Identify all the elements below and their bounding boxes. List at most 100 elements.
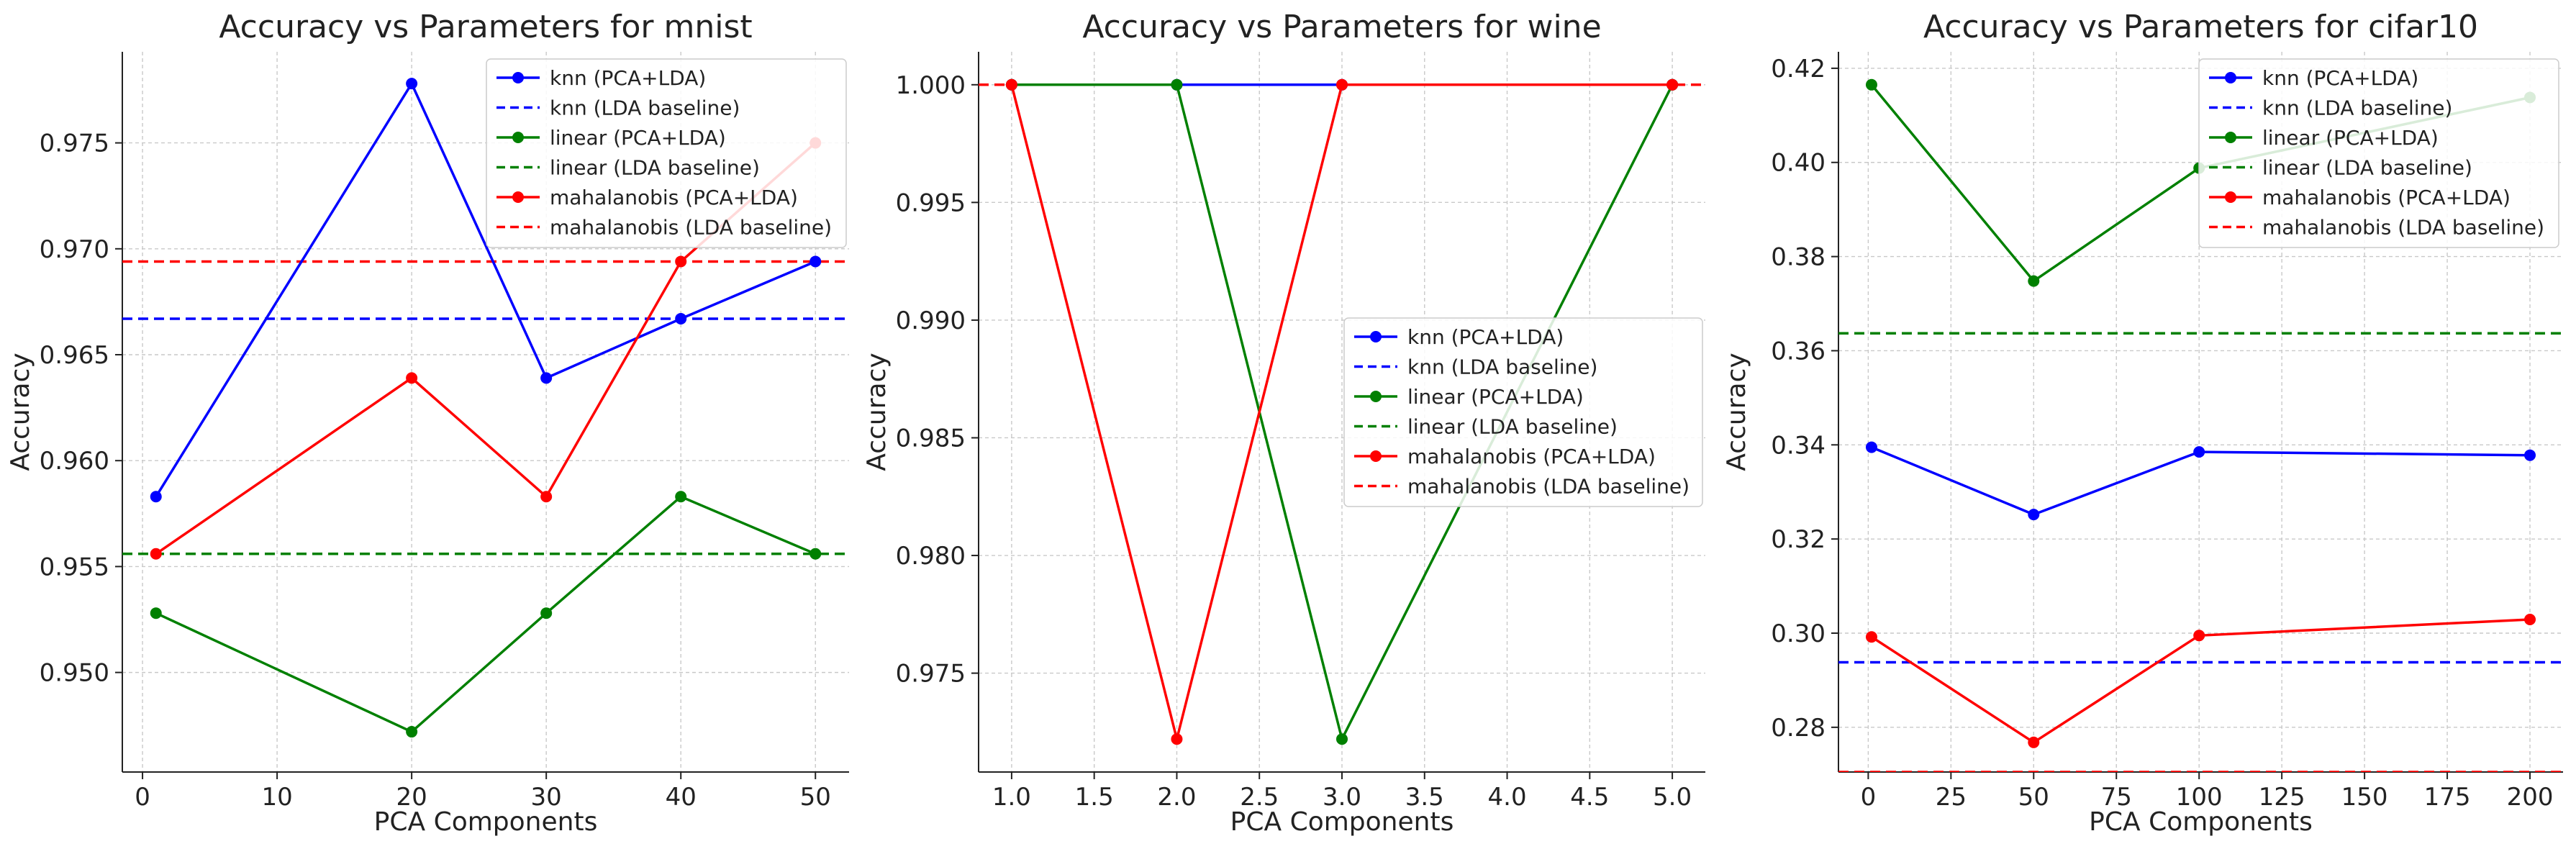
legend-label: mahalanobis (LDA baseline): [550, 216, 832, 240]
x-tick-label: 200: [2507, 783, 2554, 812]
legend-item: mahalanobis (LDA baseline): [1354, 475, 1690, 499]
legend-label: linear (PCA+LDA): [550, 126, 726, 150]
legend: knn (PCA+LDA) knn (LDA baseline) linear (P…: [486, 58, 847, 248]
legend: knn (PCA+LDA) knn (LDA baseline) linear (P…: [1343, 317, 1703, 507]
legend-item: linear (PCA+LDA): [496, 126, 726, 150]
y-tick-label: 0.36: [1771, 337, 1826, 366]
y-tick-label: 0.985: [896, 424, 966, 453]
legend-item: knn (LDA baseline): [1354, 355, 1597, 379]
y-tick-label: 0.38: [1771, 243, 1826, 272]
y-tick-label: 0.28: [1771, 714, 1826, 743]
x-tick-label: 20: [396, 783, 427, 812]
y-tick-label: 0.965: [40, 341, 109, 370]
x-tick-label: 150: [2341, 783, 2388, 812]
data-point: [150, 491, 162, 503]
x-tick-label: 4.0: [1488, 783, 1527, 812]
legend-marker: [2225, 132, 2236, 143]
y-tick-label: 0.950: [40, 659, 109, 688]
legend-label: linear (PCA+LDA): [1407, 385, 1584, 409]
data-point: [2193, 630, 2205, 642]
legend-item: linear (LDA baseline): [496, 156, 760, 180]
data-point: [2524, 449, 2536, 461]
legend-label: mahalanobis (LDA baseline): [1407, 475, 1690, 499]
legend-box: [2198, 58, 2559, 248]
x-tick-label: 75: [2101, 783, 2132, 812]
legend-item: mahalanobis (LDA baseline): [2209, 216, 2544, 240]
x-axis-label: PCA Components: [2089, 807, 2313, 837]
data-point: [1171, 733, 1183, 745]
chart-panel-3: 0 25 50 75 100 125 150 175 200 0.28 0.30 0.32 0.34 0.…: [1722, 9, 2563, 837]
x-tick-label: 3.5: [1405, 783, 1444, 812]
legend-item: mahalanobis (LDA baseline): [496, 216, 832, 240]
data-point: [540, 607, 553, 619]
legend-label: linear (PCA+LDA): [2262, 126, 2439, 150]
legend-label: knn (LDA baseline): [550, 96, 740, 120]
data-point: [675, 255, 687, 268]
x-tick-label: 30: [531, 783, 562, 812]
legend-label: linear (LDA baseline): [550, 156, 760, 180]
x-tick-label: 175: [2424, 783, 2471, 812]
legend-label: mahalanobis (PCA+LDA): [1407, 445, 1656, 468]
data-point: [2028, 509, 2040, 521]
legend-marker: [2225, 72, 2236, 83]
data-point: [809, 255, 822, 268]
y-axis-label: Accuracy: [6, 353, 35, 471]
y-tick-label: 0.995: [896, 189, 966, 217]
x-tick-label: 0: [1861, 783, 1877, 812]
legend-label: mahalanobis (PCA+LDA): [2262, 186, 2511, 209]
data-point: [1666, 78, 1679, 91]
x-tick-label: 3.0: [1323, 783, 1361, 812]
y-tick-label: 0.975: [40, 130, 109, 158]
x-tick-label: 25: [1936, 783, 1967, 812]
data-point: [406, 726, 418, 738]
data-point: [406, 372, 418, 384]
x-tick-label: 125: [2259, 783, 2305, 812]
x-tick-label: 4.5: [1570, 783, 1609, 812]
series-line: [1871, 445, 2531, 516]
x-tick-label: 0: [135, 783, 150, 812]
x-tick-label: 1.0: [992, 783, 1031, 812]
legend-label: mahalanobis (PCA+LDA): [550, 186, 798, 209]
legend-item: mahalanobis (PCA+LDA): [496, 186, 798, 209]
x-tick-label: 100: [2176, 783, 2223, 812]
x-tick-label: 1.5: [1075, 783, 1114, 812]
x-tick-label: 2.0: [1157, 783, 1196, 812]
data-point: [406, 78, 418, 90]
y-tick-label: 0.40: [1771, 149, 1826, 178]
legend-marker: [512, 191, 524, 203]
chart-title: Accuracy vs Parameters for wine: [1082, 9, 1601, 45]
x-tick-label: 10: [261, 783, 292, 812]
legend-label: knn (PCA+LDA): [2262, 66, 2418, 90]
series-line: [1871, 618, 2531, 744]
x-tick-label: 50: [800, 783, 831, 812]
data-point: [2028, 736, 2040, 748]
legend-label: linear (LDA baseline): [1407, 415, 1618, 439]
data-point: [2028, 275, 2040, 287]
x-tick-label: 40: [666, 783, 697, 812]
legend-marker: [1370, 450, 1382, 462]
y-tick-label: 0.32: [1771, 525, 1826, 554]
legend-marker: [512, 132, 524, 143]
x-axis-label: PCA Components: [374, 807, 598, 837]
data-point: [2524, 614, 2536, 626]
legend-label: mahalanobis (LDA baseline): [2262, 216, 2544, 240]
series-line: [155, 495, 816, 734]
data-point: [1336, 733, 1348, 745]
data-point: [2193, 446, 2205, 458]
y-axis-label: Accuracy: [1722, 353, 1751, 471]
data-point: [540, 372, 553, 384]
legend-marker: [512, 72, 524, 83]
legend-label: knn (LDA baseline): [1407, 355, 1597, 379]
data-point: [1865, 78, 1877, 91]
chart-title: Accuracy vs Parameters for cifar10: [1923, 9, 2478, 45]
y-tick-label: 0.960: [40, 447, 109, 476]
y-tick-label: 0.970: [40, 235, 109, 264]
y-tick-label: 0.975: [896, 660, 966, 689]
legend-item: knn (LDA baseline): [496, 96, 740, 120]
y-axis-label: Accuracy: [862, 353, 892, 471]
legend-label: knn (PCA+LDA): [550, 66, 706, 90]
data-point: [1865, 631, 1877, 643]
legend-label: knn (LDA baseline): [2262, 96, 2452, 120]
